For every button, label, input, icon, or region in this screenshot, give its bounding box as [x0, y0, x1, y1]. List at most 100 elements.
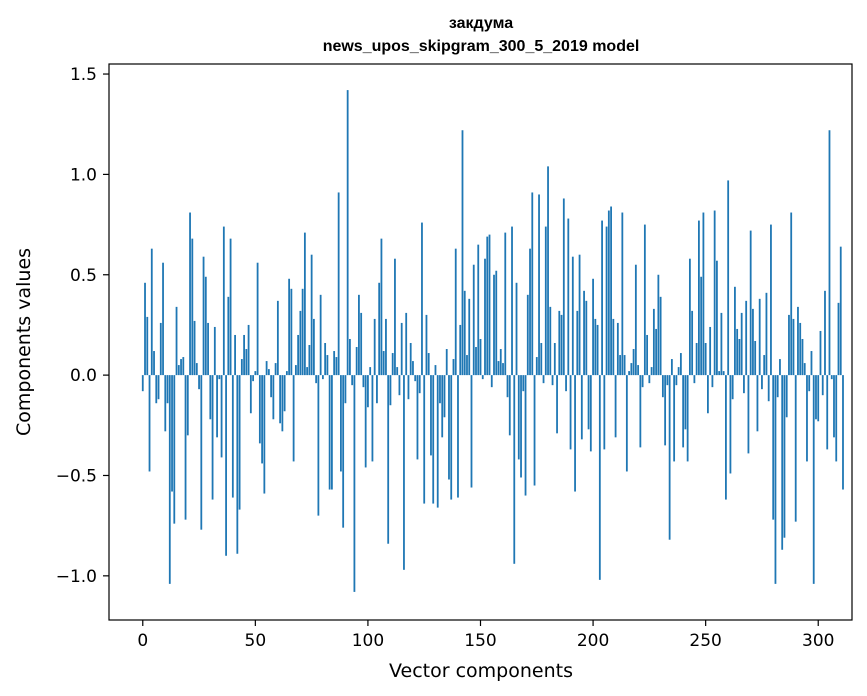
bar-209 [612, 318, 615, 376]
bar-19 [184, 375, 187, 520]
bar-17 [180, 359, 182, 376]
bar-284 [781, 375, 784, 550]
bar-244 [691, 310, 694, 376]
bar-156 [493, 274, 495, 376]
bar-233 [666, 375, 669, 386]
bar-46 [245, 349, 248, 376]
bar-259 [725, 375, 727, 500]
bar-8 [159, 322, 162, 376]
bar-202 [596, 324, 599, 376]
bar-253 [711, 375, 714, 388]
bar-33 [216, 375, 218, 438]
chart-title-line-2: news_upos_skipgram_300_5_2019 model [323, 38, 640, 55]
bar-2 [146, 316, 149, 376]
bar-93 [351, 375, 354, 386]
bar-125 [423, 375, 426, 504]
bar-120 [412, 361, 414, 376]
bar-121 [414, 375, 417, 382]
bar-137 [450, 375, 453, 500]
bar-154 [488, 234, 491, 376]
bar-71 [301, 288, 304, 376]
bar-217 [630, 363, 633, 376]
bar-29 [207, 322, 209, 376]
bar-0 [141, 375, 144, 392]
bar-245 [693, 375, 696, 384]
bar-302 [821, 375, 824, 396]
bar-182 [551, 375, 554, 386]
bar-248 [700, 276, 703, 376]
bar-59 [274, 363, 277, 376]
bar-215 [625, 375, 628, 472]
bar-30 [209, 375, 212, 420]
bar-81 [324, 343, 327, 376]
plot-area-frame [108, 63, 853, 621]
bar-307 [833, 375, 835, 438]
bar-146 [470, 375, 473, 488]
bar-303 [824, 290, 826, 376]
x-tick-label: 250 [689, 631, 721, 651]
bar-226 [650, 367, 653, 376]
y-axis-label: Components values [13, 248, 35, 436]
bar-136 [448, 375, 450, 480]
bar-224 [646, 334, 649, 376]
bar-45 [243, 334, 245, 376]
bar-223 [643, 224, 646, 376]
bar-63 [283, 375, 286, 412]
bar-123 [418, 375, 421, 394]
bar-235 [670, 359, 673, 376]
bar-168 [520, 375, 522, 478]
bar-82 [326, 355, 329, 376]
bar-65 [288, 278, 291, 376]
x-axis-ticks: 0 50 100 150 200 250 300 [137, 620, 834, 651]
bar-49 [252, 375, 254, 382]
bar-109 [387, 375, 390, 544]
bar-61 [279, 375, 282, 424]
bar-176 [538, 194, 540, 376]
bar-99 [364, 375, 367, 468]
bar-288 [790, 212, 793, 376]
bar-55 [265, 361, 268, 376]
bar-277 [765, 292, 768, 376]
bar-252 [709, 326, 712, 376]
bar-239 [679, 353, 682, 376]
bar-106 [380, 238, 383, 376]
bar-37 [225, 375, 227, 556]
bar-283 [779, 359, 781, 376]
bar-105 [378, 282, 381, 376]
bar-14 [173, 375, 176, 524]
bar-110 [389, 375, 392, 406]
bar-83 [328, 375, 331, 490]
bar-216 [628, 371, 630, 376]
bar-169 [522, 375, 525, 392]
x-tick-label: 200 [577, 631, 609, 651]
bar-305 [828, 130, 831, 376]
bar-287 [788, 314, 790, 376]
bar-68 [294, 365, 297, 376]
bar-118 [407, 375, 410, 400]
bar-258 [722, 371, 725, 376]
bar-147 [472, 264, 475, 376]
bar-199 [589, 375, 592, 452]
bar-53 [261, 375, 263, 464]
bar-234 [668, 375, 671, 540]
bar-139 [454, 248, 457, 376]
bar-246 [695, 343, 698, 376]
bar-96 [358, 294, 360, 376]
bar-35 [220, 375, 223, 458]
bar-84 [331, 375, 333, 490]
bar-225 [648, 375, 651, 384]
bar-143 [463, 290, 466, 376]
bar-92 [349, 338, 351, 376]
bar-57 [270, 375, 273, 398]
bar-39 [229, 238, 232, 376]
bar-108 [385, 318, 387, 376]
bar-9 [162, 262, 164, 376]
bar-227 [652, 308, 655, 376]
bar-179 [544, 226, 547, 376]
bar-85 [333, 351, 336, 376]
bar-78 [317, 375, 320, 516]
bar-97 [360, 312, 363, 376]
bar-272 [754, 341, 757, 376]
bar-249 [702, 212, 705, 376]
bar-52 [258, 375, 261, 444]
